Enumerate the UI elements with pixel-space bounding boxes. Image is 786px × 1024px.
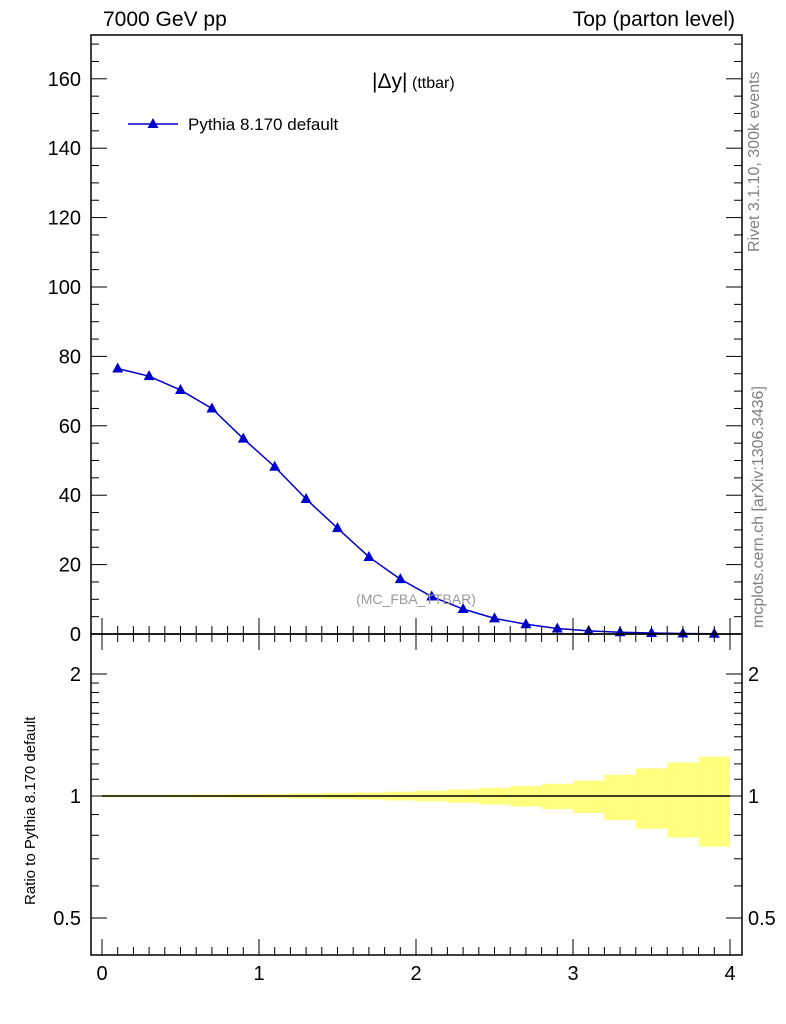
data-point xyxy=(112,362,124,373)
y-tick-label: 80 xyxy=(59,346,81,368)
y-tick-label: 160 xyxy=(48,69,81,91)
series-line xyxy=(117,367,715,635)
analysis-label: (MC_FBA_TTBAR) xyxy=(356,591,476,607)
header-right: Top (parton level) xyxy=(572,8,735,31)
axes xyxy=(90,34,743,956)
data-point xyxy=(237,432,249,443)
ratio-y-tick-label-right: 0.5 xyxy=(748,908,776,930)
plot-title-suffix: (ttbar) xyxy=(412,75,455,92)
header-left: 7000 GeV pp xyxy=(103,8,227,31)
ratio-y-tick-label: 1 xyxy=(70,786,81,808)
legend-label: Pythia 8.170 default xyxy=(188,115,339,134)
data-point xyxy=(300,493,312,504)
y-tick-label: 140 xyxy=(48,138,81,160)
ratio-band-syst xyxy=(604,774,636,821)
data-point xyxy=(457,603,469,614)
data-point xyxy=(489,612,500,623)
x-tick-label: 1 xyxy=(253,963,264,985)
x-tick-label: 3 xyxy=(567,963,578,985)
data-point xyxy=(206,402,218,413)
ratio-y-tick-label-right: 2 xyxy=(748,664,759,686)
data-point xyxy=(426,590,438,601)
x-tick-label: 4 xyxy=(724,963,735,985)
y-tick-label: 20 xyxy=(59,555,81,577)
ratio-band-syst xyxy=(667,762,699,838)
data-point xyxy=(520,618,532,629)
legend-marker xyxy=(147,118,159,128)
data-point xyxy=(363,550,375,561)
data-point xyxy=(394,573,406,584)
ratio-band-syst xyxy=(635,768,668,829)
plot-title: |Δy| xyxy=(372,70,407,93)
x-tick-label: 0 xyxy=(96,963,107,985)
data-point xyxy=(269,460,281,471)
data-point xyxy=(175,384,186,395)
ratio-y-tick-label: 0.5 xyxy=(53,908,81,930)
main-series: Pythia 8.170 default xyxy=(112,115,720,638)
ratio-bands xyxy=(102,756,730,847)
y-tick-label: 40 xyxy=(59,485,81,507)
ratio-band-syst xyxy=(698,756,730,847)
data-point xyxy=(332,522,343,533)
y-tick-label: 0 xyxy=(70,624,81,646)
ratio-y-tick-label: 2 xyxy=(70,664,81,686)
x-tick-label: 2 xyxy=(410,963,421,985)
y-tick-label: 60 xyxy=(59,416,81,438)
ratio-y-tick-label-right: 1 xyxy=(748,786,759,808)
y-tick-label: 120 xyxy=(48,208,81,230)
data-point xyxy=(143,370,155,381)
chart-texts: 0 20 40 60 80 100 120 140 160 0 1 2 3 4 0.5 0.5 1 1 2 2 |Δy|… xyxy=(48,69,776,985)
y-tick-label: 100 xyxy=(48,277,81,299)
